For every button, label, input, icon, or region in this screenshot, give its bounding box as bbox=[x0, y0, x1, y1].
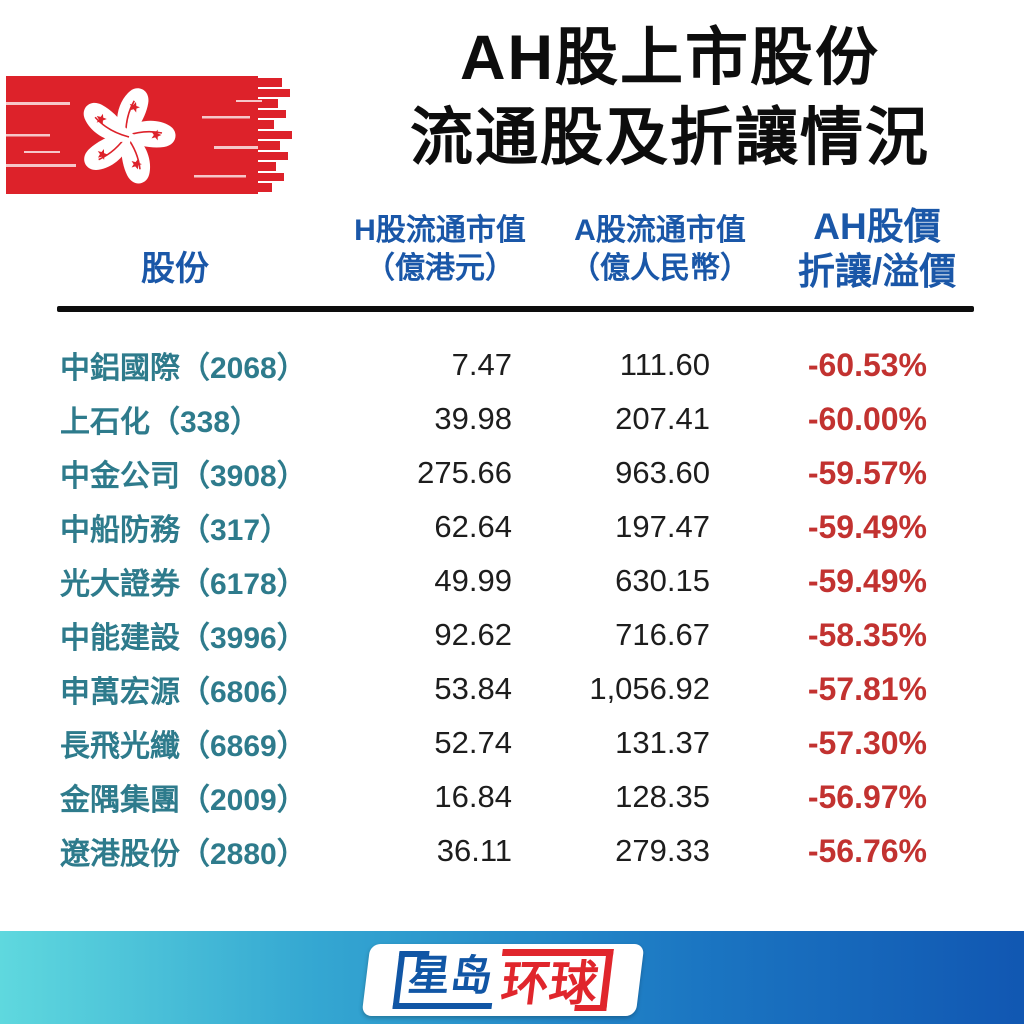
h-value-cell: 39.98 bbox=[434, 401, 512, 436]
discount-cell: -56.76% bbox=[807, 832, 927, 869]
h-value-cell: 52.74 bbox=[434, 725, 512, 760]
logo-text-red: 环球 bbox=[498, 957, 601, 1011]
a-value-cell: 716.67 bbox=[615, 617, 710, 652]
stock-name-cell: 申萬宏源（6806） bbox=[60, 676, 307, 709]
stock-name-cell: 長飛光纖（6869） bbox=[60, 730, 307, 763]
h-value-cell: 53.84 bbox=[434, 671, 512, 706]
hong-kong-flag-icon bbox=[6, 76, 292, 194]
column-header-h-marketcap: H股流通市值 （億港元） bbox=[354, 214, 526, 285]
logo-blue-bracket: 星岛 bbox=[392, 951, 499, 1009]
stock-name-cell: 中能建設（3996） bbox=[60, 622, 307, 655]
h-value-cell: 275.66 bbox=[417, 455, 512, 490]
singtao-global-logo: 星岛 环球 bbox=[361, 944, 645, 1016]
table-row: 上石化（338） 39.98 207.41 -60.00% bbox=[60, 392, 927, 446]
stock-name-cell: 光大證券（6178） bbox=[60, 568, 307, 601]
table-row: 中金公司（3908） 275.66 963.60 -59.57% bbox=[60, 446, 927, 500]
stock-name-cell: 遼港股份（2880） bbox=[60, 838, 307, 871]
a-value-cell: 131.37 bbox=[615, 725, 710, 760]
stock-name-cell: 中船防務（317） bbox=[60, 514, 291, 547]
stock-table: 中鋁國際（2068） 7.47 111.60 -60.53% 上石化（338） … bbox=[60, 338, 927, 878]
page-title: AH股上市股份 流通股及折讓情況 bbox=[340, 18, 1000, 178]
a-value-cell: 111.60 bbox=[619, 347, 710, 382]
h-value-cell: 62.64 bbox=[434, 509, 512, 544]
logo-text-blue: 星岛 bbox=[405, 952, 496, 999]
discount-cell: -60.53% bbox=[807, 346, 927, 383]
a-value-cell: 207.41 bbox=[615, 401, 710, 436]
a-value-cell: 128.35 bbox=[615, 779, 710, 814]
a-value-cell: 963.60 bbox=[615, 455, 710, 490]
header-divider bbox=[57, 306, 974, 312]
h-value-cell: 49.99 bbox=[434, 563, 512, 598]
discount-cell: -59.49% bbox=[807, 562, 927, 599]
h-value-cell: 7.47 bbox=[451, 347, 512, 382]
discount-cell: -59.57% bbox=[807, 454, 927, 491]
a-value-cell: 279.33 bbox=[615, 833, 710, 868]
discount-cell: -60.00% bbox=[807, 400, 927, 437]
page-title-line1: AH股上市股份 bbox=[460, 23, 880, 93]
discount-cell: -57.81% bbox=[807, 670, 927, 707]
discount-cell: -57.30% bbox=[807, 724, 927, 761]
a-value-cell: 197.47 bbox=[615, 509, 710, 544]
h-value-cell: 92.62 bbox=[434, 617, 512, 652]
table-row: 中能建設（3996） 92.62 716.67 -58.35% bbox=[60, 608, 927, 662]
stock-name-cell: 金隅集團（2009） bbox=[60, 784, 307, 817]
h-value-cell: 16.84 bbox=[434, 779, 512, 814]
column-header-a-marketcap: A股流通市值 （億人民幣） bbox=[570, 214, 750, 285]
table-row: 長飛光纖（6869） 52.74 131.37 -57.30% bbox=[60, 716, 927, 770]
stock-name-cell: 中金公司（3908） bbox=[60, 460, 307, 493]
discount-cell: -59.49% bbox=[807, 508, 927, 545]
table-row: 遼港股份（2880） 36.11 279.33 -56.76% bbox=[60, 824, 927, 878]
h-value-cell: 36.11 bbox=[436, 833, 512, 868]
logo-red-bracket: 环球 bbox=[495, 949, 614, 1011]
column-header-ah-discount: AH股價 折讓/溢價 bbox=[797, 206, 957, 292]
table-row: 申萬宏源（6806） 53.84 1,056.92 -57.81% bbox=[60, 662, 927, 716]
table-row: 光大證券（6178） 49.99 630.15 -59.49% bbox=[60, 554, 927, 608]
table-row: 中鋁國際（2068） 7.47 111.60 -60.53% bbox=[60, 338, 927, 392]
a-value-cell: 1,056.92 bbox=[589, 671, 710, 706]
discount-cell: -58.35% bbox=[807, 616, 927, 653]
discount-cell: -56.97% bbox=[807, 778, 927, 815]
table-row: 金隅集團（2009） 16.84 128.35 -56.97% bbox=[60, 770, 927, 824]
page-title-line2: 流通股及折讓情況 bbox=[410, 103, 930, 173]
a-value-cell: 630.15 bbox=[615, 563, 710, 598]
table-row: 中船防務（317） 62.64 197.47 -59.49% bbox=[60, 500, 927, 554]
column-header-stock: 股份 bbox=[141, 250, 209, 288]
stock-name-cell: 上石化（338） bbox=[60, 406, 261, 439]
stock-name-cell: 中鋁國際（2068） bbox=[60, 352, 307, 385]
